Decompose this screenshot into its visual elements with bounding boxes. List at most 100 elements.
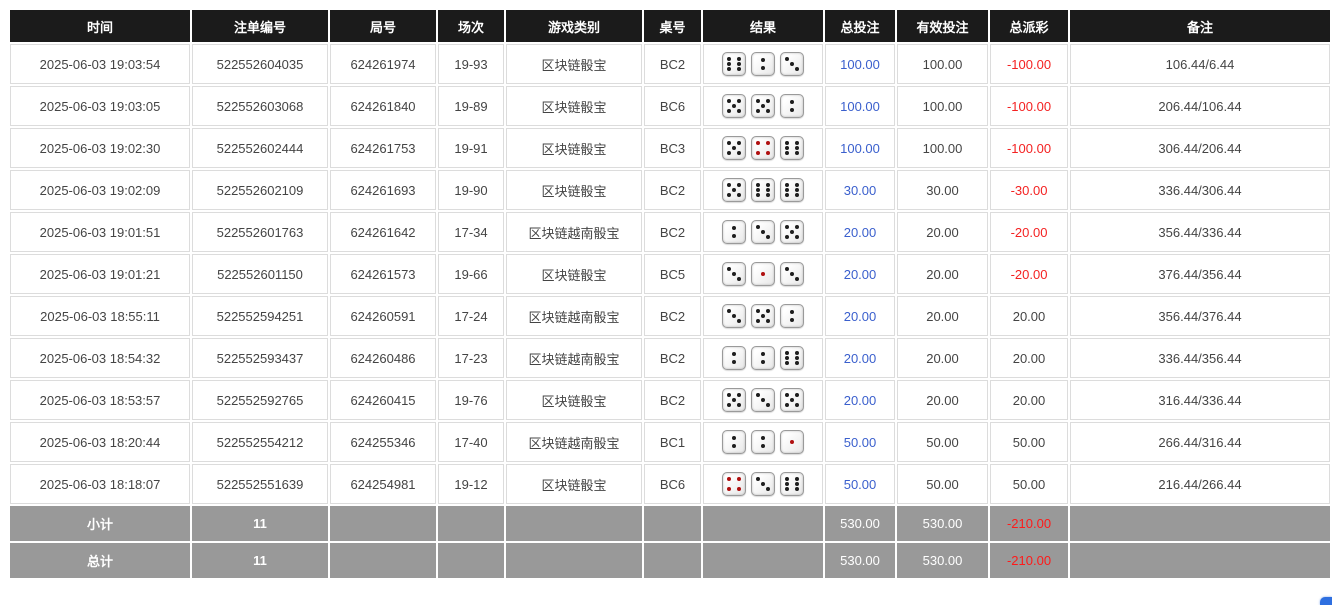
footer-label: 小计 xyxy=(10,506,190,541)
cell-round-id: 624261573 xyxy=(330,254,436,294)
footer-empty-cell xyxy=(703,543,823,578)
cell-bet-id: 522552594251 xyxy=(192,296,328,336)
col-header-table-no: 桌号 xyxy=(644,10,701,42)
cell-table-no: BC2 xyxy=(644,296,701,336)
cell-table-no: BC5 xyxy=(644,254,701,294)
cell-session: 19-91 xyxy=(438,128,504,168)
cell-total-payout: -100.00 xyxy=(990,86,1068,126)
cell-total-payout: -100.00 xyxy=(990,128,1068,168)
footer-empty-cell xyxy=(438,543,504,578)
cell-total-payout: -30.00 xyxy=(990,170,1068,210)
col-header-bet-id: 注单编号 xyxy=(192,10,328,42)
col-header-game-type: 游戏类别 xyxy=(506,10,642,42)
cell-result xyxy=(703,338,823,378)
col-header-valid-bet: 有效投注 xyxy=(897,10,988,42)
cell-session: 19-90 xyxy=(438,170,504,210)
cell-total-payout: 20.00 xyxy=(990,380,1068,420)
cell-total-bet: 100.00 xyxy=(825,44,895,84)
cell-round-id: 624261693 xyxy=(330,170,436,210)
die-face-3 xyxy=(722,262,746,286)
cell-time: 2025-06-03 19:01:21 xyxy=(10,254,190,294)
cell-remark: 336.44/306.44 xyxy=(1070,170,1330,210)
cell-table-no: BC2 xyxy=(644,170,701,210)
col-header-total-bet: 总投注 xyxy=(825,10,895,42)
die-face-3 xyxy=(780,52,804,76)
subtotal-row: 小计 11 530.00 530.00 -210.00 xyxy=(10,506,1330,541)
footer-empty-cell xyxy=(506,506,642,541)
cell-round-id: 624261642 xyxy=(330,212,436,252)
cell-total-bet: 20.00 xyxy=(825,212,895,252)
cell-remark: 206.44/106.44 xyxy=(1070,86,1330,126)
cell-time: 2025-06-03 18:18:07 xyxy=(10,464,190,504)
dice-result xyxy=(706,136,820,160)
cell-table-no: BC6 xyxy=(644,464,701,504)
die-face-1 xyxy=(751,262,775,286)
cell-total-bet: 20.00 xyxy=(825,254,895,294)
dice-result xyxy=(706,52,820,76)
cell-time: 2025-06-03 19:02:30 xyxy=(10,128,190,168)
die-face-6 xyxy=(751,178,775,202)
die-face-1 xyxy=(780,430,804,454)
cell-total-payout: -20.00 xyxy=(990,212,1068,252)
die-face-5 xyxy=(780,388,804,412)
dice-result xyxy=(706,262,820,286)
cell-valid-bet: 20.00 xyxy=(897,212,988,252)
table-row: 2025-06-03 18:55:11 522552594251 624260591… xyxy=(10,296,1330,336)
footer-total-bet: 530.00 xyxy=(825,506,895,541)
col-header-remark: 备注 xyxy=(1070,10,1330,42)
die-face-3 xyxy=(751,388,775,412)
cell-remark: 216.44/266.44 xyxy=(1070,464,1330,504)
cell-result xyxy=(703,128,823,168)
footer-valid-bet: 530.00 xyxy=(897,506,988,541)
cell-remark: 106.44/6.44 xyxy=(1070,44,1330,84)
cell-game-type: 区块链骰宝 xyxy=(506,128,642,168)
die-face-6 xyxy=(780,346,804,370)
cell-valid-bet: 20.00 xyxy=(897,380,988,420)
cell-time: 2025-06-03 19:03:54 xyxy=(10,44,190,84)
cell-time: 2025-06-03 18:20:44 xyxy=(10,422,190,462)
cell-total-bet: 20.00 xyxy=(825,338,895,378)
footer-label: 总计 xyxy=(10,543,190,578)
die-face-4 xyxy=(751,136,775,160)
cell-total-payout: 20.00 xyxy=(990,338,1068,378)
cell-bet-id: 522552551639 xyxy=(192,464,328,504)
die-face-3 xyxy=(722,304,746,328)
die-face-6 xyxy=(780,472,804,496)
cell-game-type: 区块链骰宝 xyxy=(506,86,642,126)
cell-game-type: 区块链越南骰宝 xyxy=(506,296,642,336)
die-face-6 xyxy=(780,178,804,202)
table-row: 2025-06-03 18:18:07 522552551639 624254981… xyxy=(10,464,1330,504)
cell-time: 2025-06-03 18:53:57 xyxy=(10,380,190,420)
cell-total-payout: 20.00 xyxy=(990,296,1068,336)
dice-result xyxy=(706,346,820,370)
cell-round-id: 624261974 xyxy=(330,44,436,84)
cell-time: 2025-06-03 19:01:51 xyxy=(10,212,190,252)
cell-table-no: BC1 xyxy=(644,422,701,462)
cell-valid-bet: 20.00 xyxy=(897,338,988,378)
cell-total-payout: 50.00 xyxy=(990,464,1068,504)
scroll-corner-widget[interactable] xyxy=(1320,597,1332,605)
cell-valid-bet: 50.00 xyxy=(897,464,988,504)
cell-valid-bet: 30.00 xyxy=(897,170,988,210)
cell-total-bet: 30.00 xyxy=(825,170,895,210)
die-face-4 xyxy=(722,472,746,496)
cell-valid-bet: 20.00 xyxy=(897,296,988,336)
table-footer: 小计 11 530.00 530.00 -210.00 总计 11 530.00 530.00-… xyxy=(10,506,1330,578)
table-header: 时间 注单编号 局号 场次 游戏类别 桌号 结果 总投注 有效投注 总派彩 备注 xyxy=(10,10,1330,42)
cell-time: 2025-06-03 19:03:05 xyxy=(10,86,190,126)
die-face-3 xyxy=(780,262,804,286)
cell-table-no: BC2 xyxy=(644,44,701,84)
cell-remark: 266.44/316.44 xyxy=(1070,422,1330,462)
cell-valid-bet: 20.00 xyxy=(897,254,988,294)
dice-result xyxy=(706,430,820,454)
die-face-2 xyxy=(722,346,746,370)
cell-remark: 356.44/336.44 xyxy=(1070,212,1330,252)
die-face-3 xyxy=(751,220,775,244)
footer-total-payout: -210.00 xyxy=(990,543,1068,578)
cell-round-id: 624261840 xyxy=(330,86,436,126)
footer-empty-cell xyxy=(1070,506,1330,541)
cell-valid-bet: 100.00 xyxy=(897,44,988,84)
bet-records-table: 时间 注单编号 局号 场次 游戏类别 桌号 结果 总投注 有效投注 总派彩 备注 2025-06-0… xyxy=(8,8,1332,580)
table-row: 2025-06-03 18:53:57 522552592765 624260415… xyxy=(10,380,1330,420)
die-face-2 xyxy=(722,430,746,454)
